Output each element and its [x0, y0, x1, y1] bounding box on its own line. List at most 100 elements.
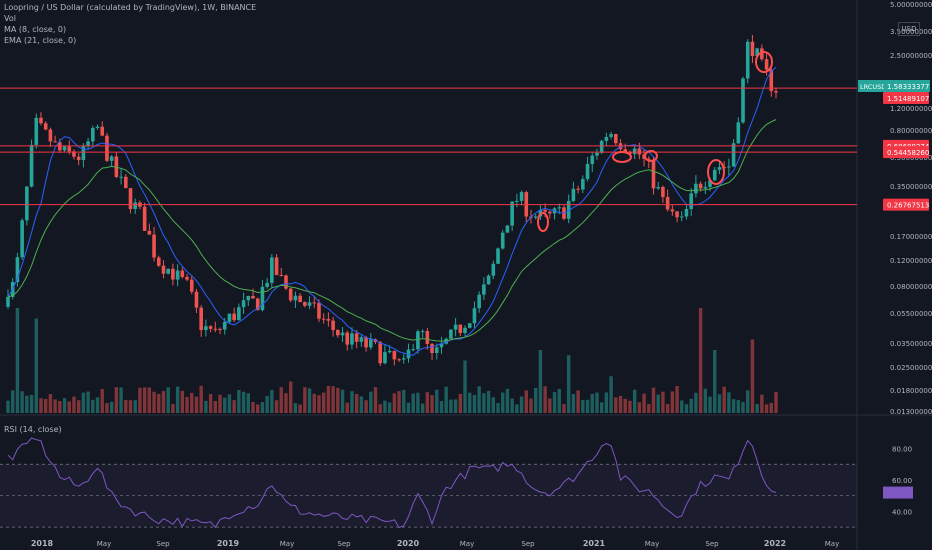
candle-body — [180, 270, 185, 277]
candle-body — [383, 352, 387, 364]
volume-bar — [91, 399, 95, 413]
volume-bar — [595, 392, 599, 413]
candle-body — [614, 134, 618, 144]
candle-body — [500, 232, 505, 249]
candle-body — [142, 206, 147, 231]
candle-body — [34, 117, 39, 145]
candle-body — [590, 155, 595, 165]
candle-body — [373, 339, 378, 342]
candle-body — [557, 207, 562, 209]
symbol-tag-bg — [858, 80, 884, 92]
volume-bar — [29, 394, 34, 413]
candle-body — [6, 296, 10, 307]
candle-body — [76, 156, 81, 161]
symbol-title[interactable]: Loopring / US Dollar (calculated by Trad… — [4, 3, 257, 12]
volume-bar — [369, 391, 373, 413]
candle-body — [467, 323, 472, 328]
candle-body — [411, 349, 416, 351]
candle-body — [241, 300, 246, 308]
candle-body — [368, 339, 373, 348]
volume-bar — [95, 397, 100, 413]
volume-bar — [373, 387, 378, 413]
candle-body — [67, 146, 72, 152]
candle-body — [387, 350, 392, 353]
volume-bar — [430, 395, 434, 413]
price-tick-label: 0.05500000 — [890, 310, 932, 318]
volume-bar — [647, 403, 651, 413]
volume-bar — [515, 404, 519, 413]
volume-bar — [260, 402, 265, 413]
price-tick-label: 2.50000000 — [890, 52, 932, 60]
candle-body — [496, 248, 500, 264]
volume-bar — [241, 391, 246, 413]
volume-bar — [651, 387, 656, 413]
candle-body — [401, 358, 406, 360]
volume-bar — [435, 389, 439, 413]
candle-body — [156, 257, 161, 266]
candle-body — [307, 302, 312, 306]
candle-body — [100, 126, 105, 136]
candle-body — [293, 295, 298, 301]
ema-legend[interactable]: EMA (21, close, 0) — [4, 36, 77, 45]
volume-bar — [760, 394, 764, 413]
candle-body — [632, 148, 637, 154]
rsi-legend[interactable]: RSI (14, close) — [4, 425, 62, 434]
candle-body — [543, 209, 547, 212]
volume-bar — [590, 393, 594, 413]
candle-body — [585, 164, 590, 180]
volume-bar — [420, 403, 425, 413]
candle-body — [147, 230, 152, 235]
candle-body — [477, 294, 481, 309]
volume-bar — [133, 400, 137, 413]
candle-body — [463, 327, 467, 333]
candle-body — [265, 282, 269, 287]
candle-body — [628, 151, 632, 154]
volume-bar — [199, 385, 203, 413]
volume-bar — [750, 339, 755, 413]
candle-body — [72, 151, 76, 157]
candle-body — [298, 295, 302, 303]
candle-body — [237, 307, 241, 321]
volume-bar — [614, 397, 618, 413]
candle-body — [20, 220, 24, 258]
candle-body — [416, 331, 420, 350]
volume-bar — [345, 402, 349, 413]
price-tick-label: 0.35000000 — [890, 183, 932, 191]
currency-label[interactable]: USD — [898, 22, 920, 36]
volume-bar — [204, 400, 208, 413]
volume-bar — [468, 392, 472, 413]
candle-body — [604, 137, 609, 141]
volume-bar — [128, 400, 133, 413]
volume-bar — [501, 392, 505, 413]
volume-bar — [378, 404, 382, 413]
volume-bar — [656, 394, 660, 413]
ma-legend[interactable]: MA (8, close, 0) — [4, 25, 67, 34]
candle-body — [637, 148, 642, 155]
volume-bar — [397, 391, 401, 413]
level-tag: 0.26767513 — [883, 198, 929, 211]
volume-bar — [48, 394, 53, 413]
candle-body — [270, 257, 274, 283]
volume-bar — [708, 396, 712, 413]
volume-bar — [340, 389, 345, 413]
candle-body — [679, 216, 684, 218]
volume-bar — [477, 386, 481, 413]
candle-body — [194, 291, 199, 308]
volume-bar — [764, 404, 769, 413]
candle-body — [161, 265, 166, 274]
rsi-value-tag — [883, 486, 913, 499]
rsi-tick-label: 40.00 — [892, 508, 912, 516]
volume-legend[interactable]: Vol — [4, 14, 16, 23]
x-tick-label: May — [825, 540, 839, 548]
candle-body — [482, 284, 486, 295]
level-tag-text: 0.54458260 — [887, 149, 929, 157]
volume-bar — [307, 388, 312, 413]
volume-bar — [609, 376, 613, 413]
volume-bar — [387, 402, 392, 413]
volume-bar — [458, 394, 463, 413]
volume-bar — [194, 396, 199, 413]
level-tag-bg — [883, 146, 929, 159]
candle-body — [171, 268, 175, 280]
x-axis: 2018 May Sep 2019 May Sep 2020 May Sep 2021 May Sep… — [31, 539, 839, 548]
candle-body — [336, 329, 340, 336]
